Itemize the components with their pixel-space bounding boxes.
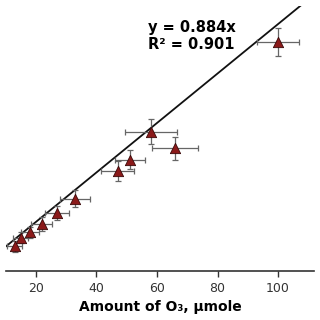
Point [12, 244, 17, 249]
Point [54, 210, 60, 215]
Point [276, 39, 281, 44]
Point [115, 168, 120, 173]
Point [148, 129, 154, 134]
Text: y = 0.884x
R² = 0.901: y = 0.884x R² = 0.901 [148, 20, 236, 52]
X-axis label: Amount of O₃, μmole: Amount of O₃, μmole [79, 300, 241, 315]
Point [73, 196, 78, 201]
Point [39, 221, 44, 227]
Point [172, 146, 178, 151]
Point [127, 157, 132, 162]
Point [18, 235, 23, 240]
Point [27, 230, 32, 235]
